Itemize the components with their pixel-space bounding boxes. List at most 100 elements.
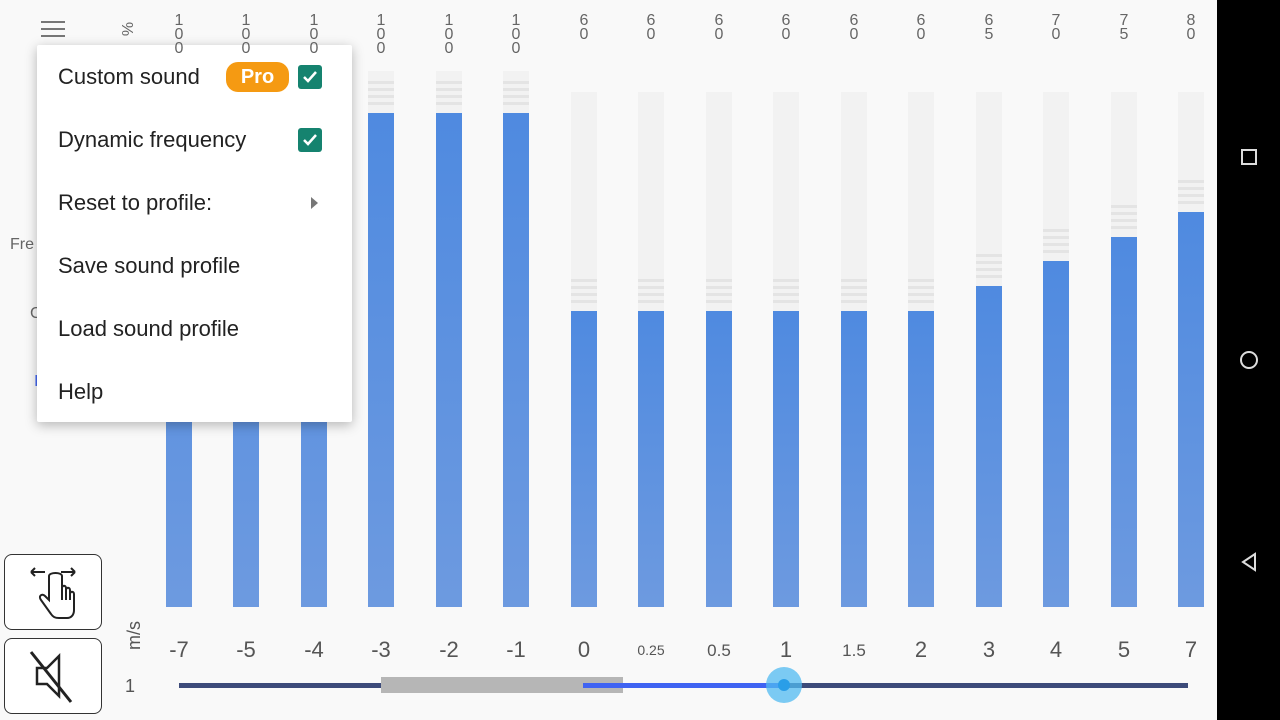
frequency-bar[interactable] [706,92,732,607]
frequency-bar[interactable] [368,71,394,607]
speed-tick-label: -5 [236,637,256,662]
menu-item-custom-sound[interactable]: Custom sound Pro [37,45,352,108]
frequency-bar-handle[interactable] [706,273,732,303]
speed-tick-label: 2 [914,637,928,662]
speed-tick-label: 0.25 [637,642,665,658]
menu-item-dynamic-frequency[interactable]: Dynamic frequency [37,108,352,171]
frequency-bar-handle[interactable] [503,75,529,105]
frequency-bar-handle[interactable] [773,273,799,303]
submenu-arrow-icon [311,197,318,209]
frequency-bar[interactable] [436,71,462,607]
recent-apps-button[interactable] [1217,127,1280,187]
side-label-i: I [34,373,38,391]
swipe-hand-icon [30,567,76,619]
frequency-bar-handle[interactable] [436,75,462,105]
speed-slider-thumb[interactable] [766,667,802,703]
frequency-bar[interactable] [503,71,529,607]
menu-item-reset-profile[interactable]: Reset to profile: [37,171,352,234]
frequency-bar[interactable] [773,92,799,607]
frequency-bar-fill [908,310,934,607]
custom-sound-checkbox[interactable] [298,65,322,89]
frequency-bar-handle[interactable] [1178,174,1204,204]
frequency-bar-fill [841,310,867,607]
speed-tick-label: 5 [1117,637,1131,662]
menu-item-label: Load sound profile [58,315,240,341]
speed-tick-label: 1 [779,637,793,662]
speed-tick-label: -1 [506,637,526,662]
speed-tick-label: -4 [304,637,324,662]
frequency-bar-fill [503,113,529,607]
checkmark-icon [303,71,317,83]
checkmark-icon [303,134,317,146]
home-button[interactable] [1217,330,1280,390]
frequency-bar-fill [1043,261,1069,607]
frequency-bar-fill [368,113,394,607]
frequency-bar-fill [436,113,462,607]
frequency-bar-handle[interactable] [368,75,394,105]
frequency-bar[interactable] [976,92,1002,607]
speed-tick-label: -2 [439,637,459,662]
back-button[interactable] [1217,532,1280,592]
speed-tick-label: 3 [982,637,996,662]
frequency-bar-fill [1111,236,1137,607]
frequency-bar[interactable] [841,92,867,607]
frequency-bar-handle[interactable] [908,273,934,303]
frequency-bar-handle[interactable] [976,248,1002,278]
menu-icon[interactable] [38,17,68,41]
frequency-bar-handle[interactable] [1043,223,1069,254]
menu-item-save-profile[interactable]: Save sound profile [37,234,352,297]
frequency-bar[interactable] [1043,92,1069,607]
frequency-bar-fill [638,310,664,607]
pro-badge: Pro [226,62,289,92]
frequency-bar-fill [976,285,1002,607]
recent-apps-icon [1240,149,1257,165]
frequency-bar-fill [571,310,597,607]
frequency-bar[interactable] [571,92,597,607]
slider-value-label: 1 [125,676,136,696]
side-label-frequency: Fre [10,236,34,253]
swipe-mode-button[interactable] [4,554,102,630]
mute-button[interactable] [4,638,102,714]
overflow-menu: Custom sound Pro Dynamic frequency Reset… [37,45,352,422]
speed-tick-label: 0 [577,637,591,662]
speed-tick-label: 7 [1184,637,1198,662]
frequency-bar[interactable] [908,92,934,607]
side-label-c: C [30,305,42,322]
frequency-bar[interactable] [1111,92,1137,607]
menu-item-label: Dynamic frequency [58,126,247,152]
frequency-bar[interactable] [638,92,664,607]
speed-tick-label: -7 [169,637,189,662]
frequency-bar-fill [706,310,732,607]
frequency-bar-handle[interactable] [571,273,597,303]
frequency-bar[interactable] [1178,92,1204,607]
menu-item-label: Reset to profile: [58,189,213,215]
frequency-bar-handle[interactable] [1111,199,1137,229]
equalizer-screen: % Fre C I m/s 1 Custom sound Pro Dynamic… [4,12,1204,714]
axis-unit-label: m/s [124,621,144,650]
dynamic-frequency-checkbox[interactable] [298,128,322,152]
menu-item-load-profile[interactable]: Load sound profile [37,297,352,360]
speed-tick-label: 4 [1049,637,1063,662]
speed-slider-range [381,677,623,693]
speed-tick-label: 1.5 [842,641,866,660]
speaker-muted-icon [29,651,73,703]
menu-item-help[interactable]: Help [37,360,352,423]
speed-slider-active [583,683,784,688]
menu-item-label: Custom sound [58,63,200,89]
frequency-bar-handle[interactable] [841,273,867,303]
back-icon [1240,552,1256,572]
frequency-bar-handle[interactable] [638,273,664,303]
